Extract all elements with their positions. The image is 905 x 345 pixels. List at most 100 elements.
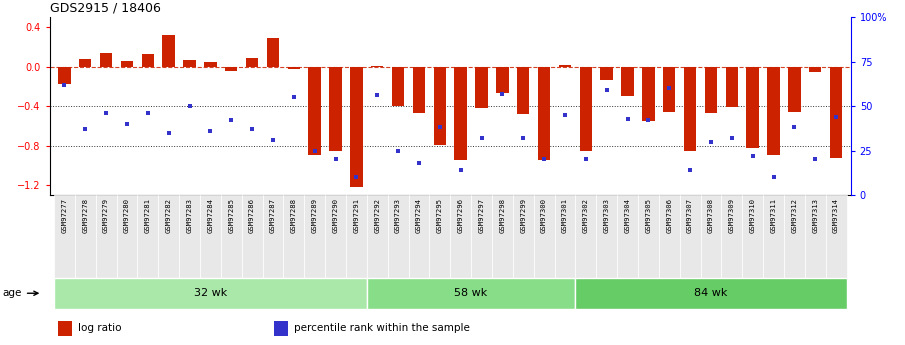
Bar <box>100 53 112 67</box>
Text: GSM97290: GSM97290 <box>332 198 338 233</box>
Bar <box>162 35 175 67</box>
Bar <box>205 62 216 67</box>
Text: log ratio: log ratio <box>78 323 121 333</box>
Bar <box>809 67 822 71</box>
Bar <box>517 67 529 114</box>
Bar <box>784 195 805 283</box>
Text: GSM97281: GSM97281 <box>145 198 151 233</box>
Bar <box>367 195 387 283</box>
Bar <box>158 195 179 283</box>
Text: GSM97306: GSM97306 <box>666 198 672 233</box>
Bar <box>262 195 283 283</box>
Text: GDS2915 / 18406: GDS2915 / 18406 <box>50 2 161 15</box>
Bar <box>680 195 700 283</box>
Bar <box>576 195 596 283</box>
Bar <box>350 67 363 187</box>
Bar <box>117 195 138 283</box>
Text: GSM97308: GSM97308 <box>708 198 714 233</box>
Bar <box>183 60 195 67</box>
Text: GSM97314: GSM97314 <box>834 198 839 233</box>
Bar <box>138 195 158 283</box>
Text: GSM97295: GSM97295 <box>437 198 443 233</box>
Text: GSM97311: GSM97311 <box>770 198 776 233</box>
Text: GSM97283: GSM97283 <box>186 198 193 233</box>
Bar <box>600 67 613 80</box>
Bar <box>659 195 680 283</box>
Bar <box>496 67 509 93</box>
Bar <box>454 67 467 160</box>
Bar <box>576 278 846 309</box>
Bar <box>451 195 472 283</box>
Bar <box>309 67 321 156</box>
Text: GSM97303: GSM97303 <box>604 198 610 233</box>
Bar <box>579 67 592 150</box>
Bar <box>538 67 550 160</box>
Bar <box>325 195 346 283</box>
Text: GSM97302: GSM97302 <box>583 198 589 233</box>
Bar <box>492 195 513 283</box>
Bar <box>346 195 367 283</box>
Bar <box>721 195 742 283</box>
Bar <box>472 195 492 283</box>
Text: GSM97301: GSM97301 <box>562 198 568 233</box>
Bar <box>179 195 200 283</box>
Bar <box>242 195 262 283</box>
Bar <box>429 195 451 283</box>
Bar <box>684 67 696 150</box>
Text: age: age <box>3 288 38 298</box>
Text: GSM97307: GSM97307 <box>687 198 693 233</box>
Bar <box>329 67 342 150</box>
Bar <box>596 195 617 283</box>
Text: GSM97305: GSM97305 <box>645 198 652 233</box>
Text: GSM97296: GSM97296 <box>458 198 463 233</box>
Text: GSM97304: GSM97304 <box>624 198 631 233</box>
Bar <box>558 65 571 67</box>
Text: GSM97313: GSM97313 <box>813 198 818 233</box>
Bar <box>621 67 634 96</box>
Bar <box>367 278 576 309</box>
Text: GSM97293: GSM97293 <box>395 198 401 233</box>
Text: GSM97299: GSM97299 <box>520 198 526 233</box>
Text: GSM97294: GSM97294 <box>416 198 422 233</box>
Bar <box>555 195 576 283</box>
Text: GSM97287: GSM97287 <box>270 198 276 233</box>
Bar <box>408 195 429 283</box>
Bar <box>433 67 446 145</box>
Bar <box>58 321 72 336</box>
Text: GSM97277: GSM97277 <box>62 198 67 233</box>
Bar <box>830 67 843 158</box>
Text: GSM97291: GSM97291 <box>353 198 359 233</box>
Text: GSM97280: GSM97280 <box>124 198 130 233</box>
Bar <box>221 195 242 283</box>
Text: GSM97284: GSM97284 <box>207 198 214 233</box>
Bar <box>75 195 96 283</box>
Bar <box>513 195 534 283</box>
Text: GSM97300: GSM97300 <box>541 198 548 233</box>
Bar <box>805 195 825 283</box>
Text: GSM97298: GSM97298 <box>500 198 505 233</box>
Text: 58 wk: 58 wk <box>454 288 488 298</box>
Bar <box>726 67 738 107</box>
Bar <box>141 54 154 67</box>
Bar <box>663 67 675 112</box>
Bar <box>643 67 654 121</box>
Text: GSM97312: GSM97312 <box>791 198 797 233</box>
Bar <box>638 195 659 283</box>
Bar <box>788 67 801 112</box>
Bar <box>392 67 405 106</box>
Bar <box>371 66 384 67</box>
Text: GSM97309: GSM97309 <box>729 198 735 233</box>
Bar <box>288 67 300 69</box>
Bar <box>763 195 784 283</box>
Bar <box>54 195 75 283</box>
Text: GSM97286: GSM97286 <box>249 198 255 233</box>
Bar <box>96 195 117 283</box>
Text: GSM97292: GSM97292 <box>375 198 380 233</box>
Bar <box>387 195 408 283</box>
Bar <box>283 195 304 283</box>
Bar <box>225 67 237 70</box>
Text: GSM97297: GSM97297 <box>479 198 484 233</box>
Bar <box>246 58 258 67</box>
Text: GSM97278: GSM97278 <box>82 198 88 233</box>
Bar <box>79 59 91 67</box>
